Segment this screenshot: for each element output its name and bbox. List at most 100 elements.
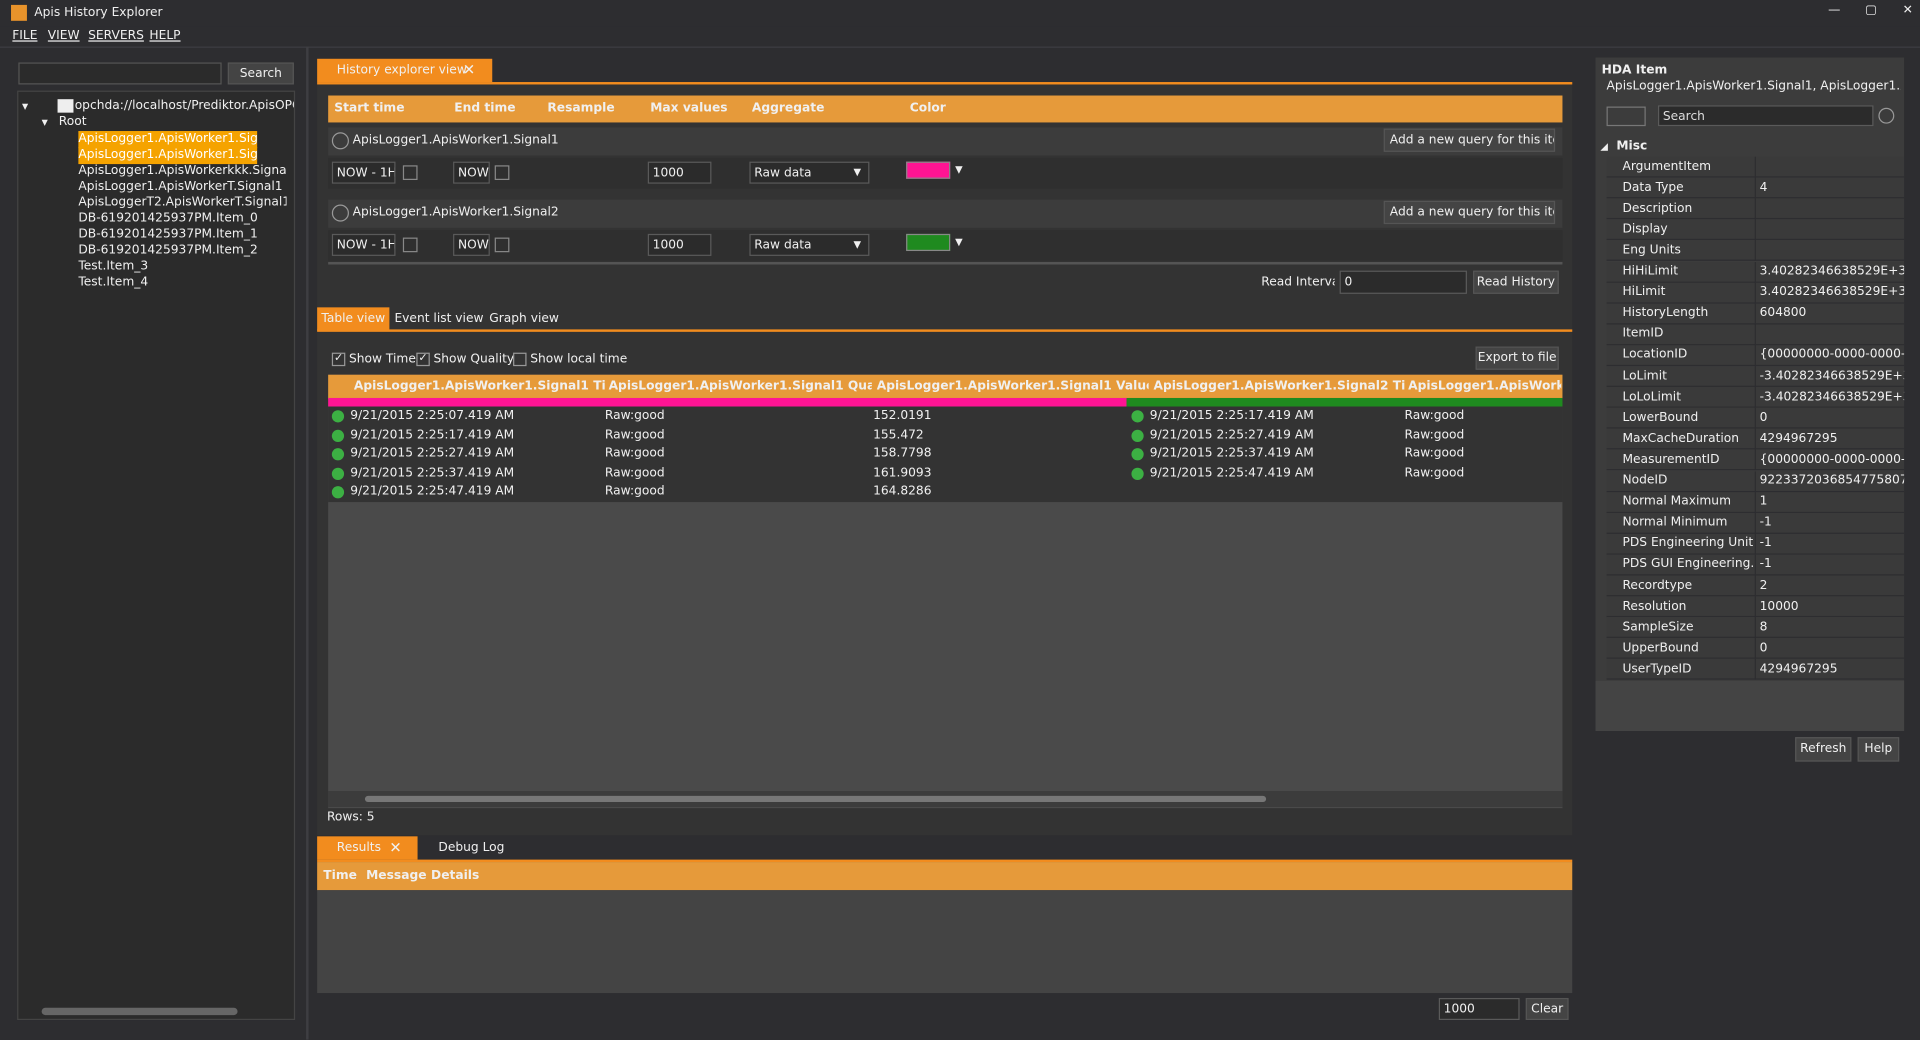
status-icon <box>332 429 344 441</box>
status-icon <box>1131 448 1143 460</box>
property-name: Normal Maximum <box>1622 494 1753 511</box>
tree-root[interactable]: Root <box>59 114 132 131</box>
results-limit-input[interactable]: 1000 <box>1439 998 1520 1020</box>
export-button[interactable]: Export to file <box>1476 347 1559 370</box>
properties-search[interactable]: Search <box>1658 105 1874 126</box>
tree-item[interactable]: ApisLoggerT2.ApisWorkerT.Signal1 <box>78 195 286 212</box>
properties-description <box>1596 681 1905 731</box>
property-name: ItemID <box>1622 326 1753 343</box>
property-value <box>1760 326 1904 343</box>
status-icon <box>332 410 344 422</box>
dropdown-arrow[interactable]: ▼ <box>955 162 967 179</box>
sort-icons[interactable] <box>1607 107 1646 127</box>
max-values-input[interactable]: 1000 <box>648 234 712 256</box>
menu-item[interactable]: HELP <box>149 28 210 45</box>
color-swatch[interactable] <box>906 234 950 251</box>
property-value: 604800 <box>1760 305 1904 322</box>
radio[interactable] <box>332 132 349 149</box>
tree-server[interactable]: opchda://localhost/Prediktor.ApisOPCHDA <box>75 98 294 115</box>
tree-item[interactable]: DB-619201425937PM.Item_2 <box>78 242 286 259</box>
table-cell: 155.472 <box>873 427 1118 444</box>
help-button[interactable]: Help <box>1858 737 1900 761</box>
read-interval-input[interactable]: 0 <box>1340 271 1467 294</box>
aggregate-select[interactable]: Raw data <box>749 162 869 184</box>
property-name: UpperBound <box>1622 640 1753 657</box>
search-input[interactable] <box>18 62 221 84</box>
dropdown-arrow[interactable]: ▼ <box>955 234 967 251</box>
table-cell: Raw:good <box>605 446 850 463</box>
results-body <box>317 890 1572 993</box>
window-button[interactable]: ▢ <box>1859 4 1883 24</box>
tree-item[interactable]: DB-619201425937PM.Item_0 <box>78 211 286 228</box>
table-cell: 9/21/2015 2:25:27.419 AM <box>1150 427 1395 444</box>
tree-item[interactable]: Test.Item_4 <box>78 274 286 291</box>
table-cell: Raw:good <box>605 465 850 482</box>
tree-item[interactable]: ApisLogger1.ApisWorker1.Signal1 <box>78 131 257 148</box>
property-name: HistoryLength <box>1622 305 1753 322</box>
calendar-icon[interactable] <box>403 238 418 253</box>
property-name: Normal Minimum <box>1622 515 1753 532</box>
table-cell: 164.8286 <box>873 484 1118 501</box>
property-name: MeasurementID <box>1622 452 1753 469</box>
property-name: Resolution <box>1622 598 1753 615</box>
checkbox[interactable]: ✓ <box>416 353 429 366</box>
window-button[interactable]: ✕ <box>1896 4 1920 24</box>
table-cell: 9/21/2015 2:25:17.419 AM <box>1150 408 1395 425</box>
property-divider <box>1755 220 1756 241</box>
property-value: 1 <box>1760 494 1904 511</box>
checkbox[interactable] <box>513 353 526 366</box>
end-input[interactable]: NOW <box>453 234 490 256</box>
tree-item[interactable]: ApisLogger1.ApisWorkerT.Signal1 <box>78 179 286 196</box>
read-history-button[interactable]: Read History <box>1473 271 1559 294</box>
checkbox-label[interactable]: Show local time <box>530 351 640 368</box>
start-input[interactable]: NOW - 1H <box>332 162 396 184</box>
add-query-button[interactable]: Add a new query for this item <box>1384 201 1555 224</box>
tab-close[interactable]: ✕ <box>463 61 478 78</box>
query-header-cell: Aggregate <box>752 100 874 117</box>
query-header-cell: Start time <box>334 100 456 117</box>
table-cell: Raw:good <box>605 484 850 501</box>
tree-item[interactable]: DB-619201425937PM.Item_1 <box>78 227 286 244</box>
radio[interactable] <box>332 204 349 221</box>
table-cell: 158.7798 <box>873 446 1118 463</box>
clear-search[interactable] <box>1878 108 1894 124</box>
property-value <box>1760 242 1904 259</box>
tree-item[interactable]: Test.Item_3 <box>78 258 286 275</box>
tab-close[interactable]: ✕ <box>389 839 404 856</box>
column-header: ApisLogger1.ApisWorker1.Signal1 Quality <box>609 378 872 395</box>
status-icon <box>332 448 344 460</box>
view-tab[interactable]: Table view <box>317 307 389 330</box>
search-button[interactable]: Search <box>228 62 294 84</box>
property-divider <box>1755 178 1756 199</box>
property-name: HiHiLimit <box>1622 263 1753 280</box>
view-tab[interactable]: Graph view <box>489 307 560 330</box>
add-query-button[interactable]: Add a new query for this item <box>1384 129 1555 152</box>
property-divider <box>1755 638 1756 659</box>
debug-tab[interactable]: Debug Log <box>429 836 515 859</box>
end-input[interactable]: NOW <box>453 162 490 184</box>
calendar-icon[interactable] <box>495 238 510 253</box>
query-header-cell: Color <box>910 100 1032 117</box>
property-divider <box>1755 596 1756 617</box>
property-name: LoLimit <box>1622 368 1753 385</box>
max-values-input[interactable]: 1000 <box>648 162 712 184</box>
tree-item[interactable]: ApisLogger1.ApisWorker1.Signal2 <box>78 147 257 164</box>
clear-button[interactable]: Clear <box>1526 998 1569 1020</box>
tree-item[interactable]: ApisLogger1.ApisWorkerkkk.Signal1 <box>78 163 286 180</box>
color-swatch[interactable] <box>906 162 950 179</box>
checkbox[interactable]: ✓ <box>332 353 345 366</box>
menu-item[interactable]: SERVERS <box>88 28 149 45</box>
view-tab[interactable]: Event list view <box>394 307 483 330</box>
column-header: ApisLogger1.ApisWorker1.Signal1 Time <box>354 378 605 395</box>
aggregate-select[interactable]: Raw data <box>749 234 869 256</box>
window-button[interactable]: — <box>1822 4 1846 24</box>
start-input[interactable]: NOW - 1H <box>332 234 396 256</box>
property-value: 4294967295 <box>1760 431 1904 448</box>
checkbox-label[interactable]: Show Quality <box>433 351 543 368</box>
calendar-icon[interactable] <box>403 165 418 180</box>
property-divider <box>1755 345 1756 366</box>
h-scroll-thumb[interactable] <box>365 796 1266 802</box>
refresh-button[interactable]: Refresh <box>1795 737 1851 761</box>
calendar-icon[interactable] <box>495 165 510 180</box>
window-title: Apis History Explorer <box>34 5 279 22</box>
